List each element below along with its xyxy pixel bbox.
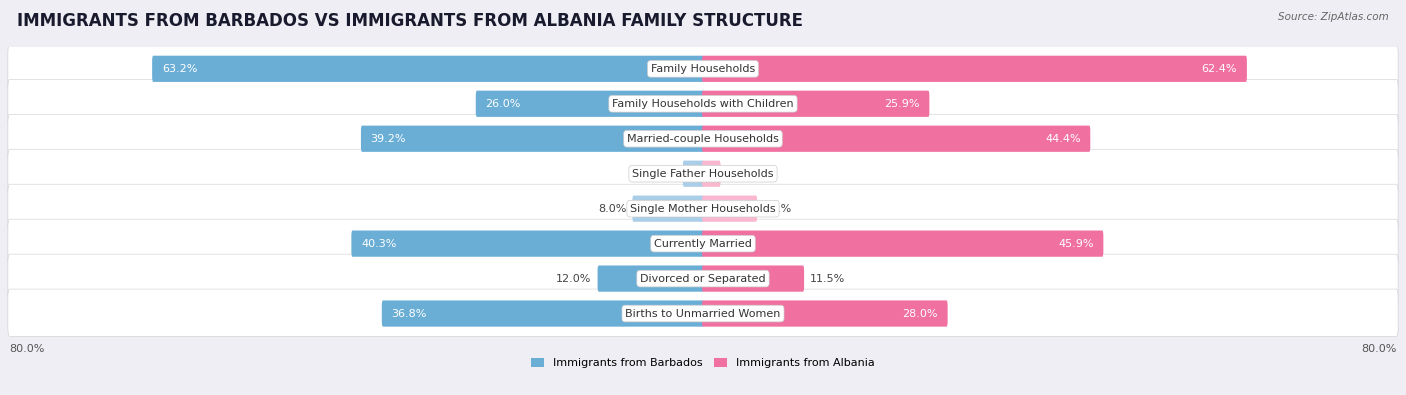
Text: 26.0%: 26.0%: [485, 99, 520, 109]
Text: Married-couple Households: Married-couple Households: [627, 134, 779, 144]
Text: 80.0%: 80.0%: [1361, 344, 1396, 354]
Text: IMMIGRANTS FROM BARBADOS VS IMMIGRANTS FROM ALBANIA FAMILY STRUCTURE: IMMIGRANTS FROM BARBADOS VS IMMIGRANTS F…: [17, 12, 803, 30]
FancyBboxPatch shape: [702, 91, 929, 117]
FancyBboxPatch shape: [8, 254, 1398, 301]
FancyBboxPatch shape: [8, 79, 1398, 126]
Text: 40.3%: 40.3%: [361, 239, 396, 248]
Text: Currently Married: Currently Married: [654, 239, 752, 248]
FancyBboxPatch shape: [702, 301, 948, 327]
FancyBboxPatch shape: [152, 56, 704, 82]
FancyBboxPatch shape: [702, 56, 1247, 82]
FancyBboxPatch shape: [8, 44, 1398, 92]
Text: Single Father Households: Single Father Households: [633, 169, 773, 179]
Text: 39.2%: 39.2%: [371, 134, 406, 144]
FancyBboxPatch shape: [352, 231, 704, 257]
Text: Births to Unmarried Women: Births to Unmarried Women: [626, 308, 780, 318]
FancyBboxPatch shape: [8, 219, 1398, 266]
Text: Source: ZipAtlas.com: Source: ZipAtlas.com: [1278, 12, 1389, 22]
Text: 25.9%: 25.9%: [884, 99, 920, 109]
FancyBboxPatch shape: [683, 161, 704, 187]
Text: 62.4%: 62.4%: [1202, 64, 1237, 74]
Text: 45.9%: 45.9%: [1059, 239, 1094, 248]
Legend: Immigrants from Barbados, Immigrants from Albania: Immigrants from Barbados, Immigrants fro…: [527, 353, 879, 372]
FancyBboxPatch shape: [475, 91, 704, 117]
FancyBboxPatch shape: [8, 149, 1398, 196]
Text: Divorced or Separated: Divorced or Separated: [640, 274, 766, 284]
Text: 1.9%: 1.9%: [727, 169, 755, 179]
Text: 8.0%: 8.0%: [598, 204, 627, 214]
Text: Single Mother Households: Single Mother Households: [630, 204, 776, 214]
Text: 2.2%: 2.2%: [648, 169, 676, 179]
FancyBboxPatch shape: [633, 196, 704, 222]
Text: 63.2%: 63.2%: [162, 64, 197, 74]
Text: 12.0%: 12.0%: [557, 274, 592, 284]
FancyBboxPatch shape: [702, 265, 804, 292]
Text: 80.0%: 80.0%: [10, 344, 45, 354]
FancyBboxPatch shape: [702, 161, 720, 187]
Text: 11.5%: 11.5%: [810, 274, 845, 284]
FancyBboxPatch shape: [702, 231, 1104, 257]
Text: 6.1%: 6.1%: [763, 204, 792, 214]
FancyBboxPatch shape: [702, 196, 756, 222]
FancyBboxPatch shape: [8, 114, 1398, 162]
Text: 36.8%: 36.8%: [391, 308, 427, 318]
Text: 28.0%: 28.0%: [903, 308, 938, 318]
Text: Family Households with Children: Family Households with Children: [612, 99, 794, 109]
FancyBboxPatch shape: [8, 184, 1398, 231]
Text: Family Households: Family Households: [651, 64, 755, 74]
FancyBboxPatch shape: [361, 126, 704, 152]
FancyBboxPatch shape: [702, 126, 1090, 152]
FancyBboxPatch shape: [8, 289, 1398, 336]
FancyBboxPatch shape: [598, 265, 704, 292]
FancyBboxPatch shape: [382, 301, 704, 327]
Text: 44.4%: 44.4%: [1045, 134, 1081, 144]
